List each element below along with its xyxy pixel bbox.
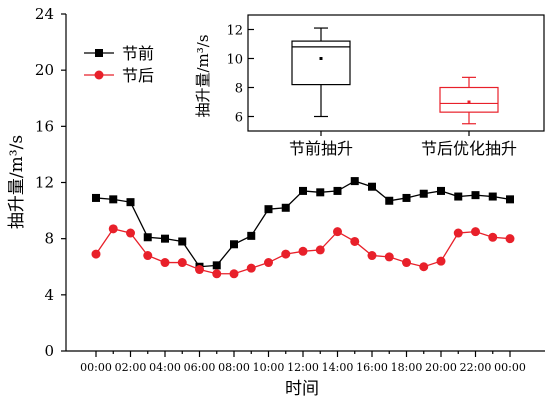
data-point-0 bbox=[212, 261, 221, 270]
data-point-1 bbox=[229, 269, 239, 279]
data-point-1 bbox=[195, 265, 204, 275]
data-point-0 bbox=[264, 205, 273, 214]
data-point-0 bbox=[92, 193, 100, 202]
data-point-1 bbox=[126, 228, 135, 238]
data-point-0 bbox=[368, 182, 376, 191]
box-mean-marker bbox=[319, 57, 323, 60]
data-point-1 bbox=[471, 227, 480, 237]
data-point-1 bbox=[505, 234, 515, 244]
data-point-1 bbox=[177, 258, 187, 268]
data-point-1 bbox=[315, 245, 325, 255]
data-point-1 bbox=[436, 256, 446, 266]
data-point-0 bbox=[333, 186, 342, 195]
data-point-0 bbox=[402, 193, 411, 202]
box-iqr bbox=[439, 86, 499, 113]
data-point-0 bbox=[109, 195, 118, 204]
legend-marker-1 bbox=[94, 70, 104, 80]
x-tick-label: 16:00 bbox=[356, 361, 388, 374]
x-tick-label: 08:00 bbox=[218, 361, 250, 374]
data-point-0 bbox=[506, 195, 514, 204]
data-point-1 bbox=[384, 252, 394, 262]
data-point-1 bbox=[367, 251, 377, 261]
data-point-1 bbox=[419, 262, 429, 272]
inset-boxes bbox=[291, 27, 499, 125]
data-point-1 bbox=[246, 263, 256, 273]
data-point-0 bbox=[230, 240, 238, 249]
inset-category-label: 节后优化抽升 bbox=[421, 139, 517, 158]
y-tick-label: 8 bbox=[44, 230, 54, 248]
data-point-0 bbox=[143, 233, 152, 242]
inset-y-axis-title: 抽升量/m³/s bbox=[194, 34, 212, 117]
data-point-0 bbox=[161, 234, 169, 243]
x-tick-label: 18:00 bbox=[391, 361, 423, 374]
data-point-1 bbox=[143, 251, 153, 261]
data-point-1 bbox=[402, 258, 411, 268]
y-tick-label: 12 bbox=[35, 174, 54, 192]
y-tick-label: 20 bbox=[35, 61, 54, 79]
data-point-0 bbox=[126, 198, 135, 207]
data-point-0 bbox=[247, 231, 256, 240]
data-point-1 bbox=[350, 236, 360, 246]
data-point-0 bbox=[454, 192, 463, 201]
inset-y-tick-label: 8 bbox=[235, 82, 243, 97]
x-tick-label: 10:00 bbox=[253, 361, 285, 374]
y-ticks: 0 4 8 12 16 20 24 bbox=[35, 5, 66, 360]
legend-label-1: 节后 bbox=[122, 66, 154, 85]
x-tick-label: 22:00 bbox=[460, 361, 492, 374]
y-tick-label: 4 bbox=[44, 286, 54, 304]
inset-category-label: 节前抽升 bbox=[289, 139, 353, 158]
box-mean-marker bbox=[467, 100, 471, 104]
inset-y-tick-label: 6 bbox=[235, 111, 243, 126]
x-tick-label: 12:00 bbox=[287, 361, 319, 374]
data-point-1 bbox=[91, 249, 101, 259]
inset-categories: 节前抽升 节后优化抽升 bbox=[289, 131, 517, 158]
legend-marker-0 bbox=[95, 49, 103, 57]
x-tick-label: 00:00 bbox=[80, 361, 112, 374]
y-tick-label: 16 bbox=[35, 117, 54, 135]
y-tick-label: 24 bbox=[35, 5, 54, 23]
data-point-1 bbox=[212, 269, 222, 279]
data-point-1 bbox=[160, 258, 170, 268]
x-tick-label: 20:00 bbox=[425, 361, 457, 374]
box-iqr bbox=[291, 40, 351, 86]
data-point-1 bbox=[453, 228, 463, 238]
inset-y-tick-label: 12 bbox=[226, 24, 243, 39]
x-ticks: 00:00 02:00 04:00 06:00 08:00 10:00 12:00 14:00… bbox=[80, 351, 526, 374]
series-layer bbox=[91, 177, 515, 279]
x-tick-label: 04:00 bbox=[149, 361, 181, 374]
inset-y-tick-label: 10 bbox=[226, 53, 243, 68]
x-tick-label: 00:00 bbox=[494, 361, 526, 374]
x-axis-title: 时间 bbox=[285, 379, 319, 399]
data-point-0 bbox=[419, 189, 428, 198]
data-point-0 bbox=[178, 237, 187, 246]
x-tick-label: 14:00 bbox=[322, 361, 354, 374]
inset-boxplot: 6 8 10 12 节前抽升 节后优化抽升 抽升量/m³/s bbox=[194, 14, 545, 158]
x-tick-label: 02:00 bbox=[115, 361, 147, 374]
data-point-0 bbox=[350, 177, 359, 186]
data-point-1 bbox=[488, 232, 498, 242]
data-point-1 bbox=[333, 227, 342, 237]
data-point-0 bbox=[385, 196, 394, 205]
data-point-1 bbox=[281, 249, 291, 259]
data-point-1 bbox=[264, 258, 273, 268]
legend: 节前 节后 bbox=[84, 44, 154, 85]
data-point-0 bbox=[437, 186, 445, 195]
legend-label-0: 节前 bbox=[122, 44, 154, 63]
y-tick-label: 0 bbox=[44, 342, 54, 360]
data-point-0 bbox=[471, 191, 480, 200]
data-point-1 bbox=[298, 246, 308, 256]
data-point-0 bbox=[299, 186, 307, 195]
data-point-1 bbox=[108, 224, 118, 234]
data-point-0 bbox=[316, 188, 325, 197]
data-point-0 bbox=[281, 203, 290, 212]
data-point-0 bbox=[488, 192, 497, 201]
inset-y-ticks: 6 8 10 12 bbox=[226, 24, 254, 126]
y-axis-title: 抽升量/m³/s bbox=[7, 135, 27, 229]
x-tick-label: 06:00 bbox=[184, 361, 216, 374]
